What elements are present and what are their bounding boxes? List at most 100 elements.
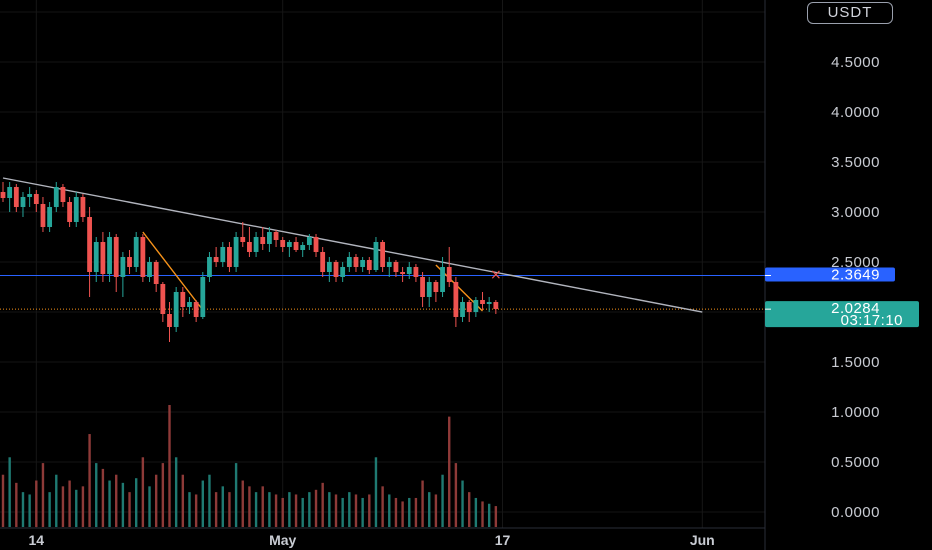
volume-bar	[174, 457, 178, 527]
candle-body	[240, 237, 246, 242]
volume-bar	[428, 492, 431, 527]
candle-body	[33, 194, 39, 204]
candle-body	[153, 262, 159, 284]
candle-body	[113, 237, 119, 277]
candle-body	[406, 267, 412, 274]
volume-bar	[261, 486, 264, 527]
volume-bar	[228, 492, 231, 527]
candle-body	[373, 242, 379, 270]
candle-body	[87, 217, 92, 272]
candle-body	[120, 257, 126, 277]
candle-body	[220, 247, 226, 262]
candle-body	[127, 257, 132, 267]
time-axis[interactable]: 14 May 17 Jun	[29, 532, 715, 548]
candle-body	[326, 262, 332, 272]
trendline	[2, 177, 703, 313]
candlesticks	[0, 182, 499, 342]
candle-body	[480, 300, 485, 304]
candle-body	[67, 202, 72, 222]
candle-body	[107, 237, 112, 274]
price-axis[interactable]: 54.50004.00003.50003.00002.50002.00001.5…	[831, 4, 880, 521]
volume-bar	[481, 501, 484, 527]
volume-bar	[234, 463, 238, 527]
candle-body	[47, 207, 53, 227]
candle-body	[173, 292, 179, 327]
volume-bar	[81, 486, 85, 527]
candle-body	[293, 242, 299, 250]
volume-bar	[201, 480, 204, 527]
volume-bar	[121, 482, 125, 527]
volume-bar	[115, 474, 118, 527]
candle-body	[420, 277, 425, 297]
volume-bar	[374, 457, 378, 527]
candle-body	[247, 242, 252, 252]
candle-body	[493, 302, 499, 309]
candle-body	[380, 242, 386, 267]
volume-bar	[388, 494, 391, 527]
volume-bar	[188, 492, 191, 527]
candle-body	[227, 247, 232, 267]
price-tick-label: 1.0000	[831, 404, 880, 421]
candle-body	[200, 277, 206, 317]
candle-body	[40, 204, 46, 227]
price-badge-value: 2.0284	[831, 300, 880, 317]
volume-bar	[21, 492, 25, 527]
volume-bar	[401, 501, 404, 527]
candle-body	[253, 237, 259, 252]
price-tick-label: 1.5000	[831, 354, 880, 371]
currency-selector[interactable]: USDT	[807, 2, 893, 24]
volume-bar	[254, 492, 258, 527]
volume-bars	[1, 405, 498, 527]
candle-body	[160, 284, 166, 314]
volume-bar	[101, 468, 105, 527]
candle-body	[340, 267, 346, 277]
price-tick-label: 0.5000	[831, 454, 880, 471]
volume-bar	[15, 482, 18, 527]
volume-bar	[61, 486, 65, 527]
candle-body	[460, 302, 465, 317]
candle-body	[140, 237, 146, 277]
volume-bar	[274, 494, 278, 527]
volume-bar	[55, 474, 58, 527]
candle-body	[400, 272, 405, 274]
volume-bar	[88, 434, 91, 527]
candle-body	[426, 282, 432, 297]
volume-bar	[487, 503, 491, 527]
candle-body	[7, 187, 13, 198]
candle-body	[353, 257, 359, 267]
volume-bar	[148, 486, 151, 527]
candle-body	[193, 302, 199, 317]
volume-bar	[154, 474, 158, 527]
candle-body	[280, 240, 286, 247]
price-tick-label: 3.5000	[831, 154, 880, 171]
candle-body	[366, 260, 372, 270]
volume-bar	[354, 494, 358, 527]
volume-bar	[441, 474, 444, 527]
volume-bar	[168, 405, 171, 527]
volume-bar	[294, 494, 298, 527]
volume-bar	[314, 489, 318, 527]
volume-bar	[381, 486, 384, 527]
candle-body	[313, 237, 319, 252]
volume-bar	[281, 497, 284, 527]
volume-bar	[208, 474, 211, 527]
volume-bar	[421, 480, 424, 527]
volume-bar	[301, 497, 304, 527]
candle-body	[300, 245, 306, 250]
volume-bar	[454, 463, 458, 527]
price-lines	[0, 275, 765, 310]
volume-bar	[1, 474, 5, 527]
volume-bar	[75, 489, 78, 527]
volume-bar	[8, 457, 11, 527]
candle-body	[473, 300, 479, 312]
candle-body	[73, 197, 79, 222]
volume-bar	[434, 494, 438, 527]
countdown-timer: 03:17:10	[841, 312, 903, 329]
volume-bar	[221, 486, 224, 527]
candle-body	[20, 197, 26, 207]
volume-bar	[494, 506, 498, 527]
volume-bar	[474, 497, 478, 527]
trendline	[142, 231, 204, 311]
